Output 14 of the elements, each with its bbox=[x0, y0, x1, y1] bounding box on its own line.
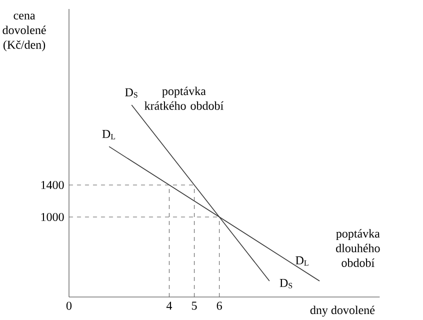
text: D$_{S}$ bbox=[280, 279, 292, 288]
x-tick-label: 4 bbox=[166, 302, 172, 310]
text: D$_{L}$ bbox=[102, 130, 116, 140]
x-axis-title: dny dovolené bbox=[310, 306, 375, 317]
series-label: D$_{L}$ bbox=[296, 256, 308, 266]
y-tick-label: 1000 bbox=[41, 212, 64, 222]
y-tick-label: 1400 bbox=[41, 180, 64, 190]
annotation: poptávka krátkého období bbox=[144, 86, 224, 110]
series-label: D$_{S}$ bbox=[125, 88, 138, 98]
annotation: poptávka dlouhého období bbox=[336, 229, 380, 267]
x-tick-label: 6 bbox=[216, 302, 222, 310]
x-tick-label: 5 bbox=[192, 302, 197, 310]
y-axis-title: cena dovolené (Kč/den) bbox=[2, 14, 46, 52]
x-tick-label: 0 bbox=[66, 302, 72, 310]
